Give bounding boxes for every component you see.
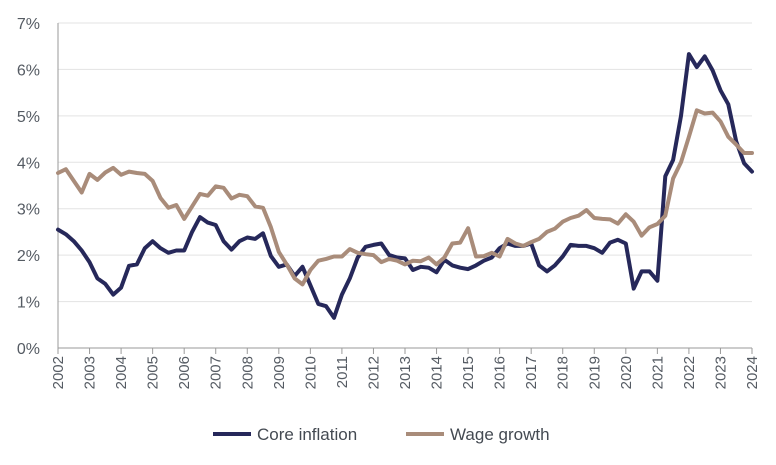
axes: 0% 1% 2% 3% 4% 5% 6% 7% 2002 2003 2004 2005 2006 2007… xyxy=(17,16,761,389)
x-tick-label: 2018 xyxy=(555,356,572,389)
gridlines xyxy=(58,22,752,303)
x-tick-label: 2002 xyxy=(50,356,67,389)
x-tick-label: 2014 xyxy=(429,356,446,389)
y-tick-label: 1% xyxy=(17,295,40,312)
x-tick-label: 2015 xyxy=(460,356,477,389)
x-tick-label: 2005 xyxy=(145,356,162,389)
x-tick-label: 2007 xyxy=(208,356,225,389)
y-tick-label: 3% xyxy=(17,202,40,219)
legend-label: Core inflation xyxy=(257,425,357,444)
x-tick-label: 2004 xyxy=(113,356,130,389)
x-tick-label: 2008 xyxy=(239,356,256,389)
x-tick-label: 2017 xyxy=(523,356,540,389)
x-tick-label: 2011 xyxy=(334,356,351,388)
y-tick-label: 6% xyxy=(17,62,40,79)
legend-label: Wage growth xyxy=(450,425,550,444)
legend: Core inflation Wage growth xyxy=(213,425,550,444)
y-tick-label: 7% xyxy=(17,16,40,33)
x-tick-label: 2013 xyxy=(397,356,414,389)
x-tick-label: 2021 xyxy=(649,356,666,389)
y-tick-label: 0% xyxy=(17,341,40,358)
x-tick-label: 2006 xyxy=(176,356,193,389)
x-tick-label: 2022 xyxy=(681,356,698,389)
x-tick-label: 2020 xyxy=(618,356,635,389)
series-line-wage-growth xyxy=(56,108,754,287)
x-tick-label: 2010 xyxy=(302,356,319,389)
x-tick-label: 2019 xyxy=(586,356,603,389)
x-tick-label: 2009 xyxy=(271,356,288,389)
series-line-core-inflation xyxy=(56,52,754,320)
x-tick-label: 2003 xyxy=(82,356,99,389)
series-lines xyxy=(56,52,754,320)
y-tick-label: 4% xyxy=(17,155,40,172)
x-tick-label: 2016 xyxy=(492,356,509,389)
x-tick-label: 2024 xyxy=(744,356,761,389)
x-tick-label: 2012 xyxy=(365,356,382,389)
y-tick-label: 5% xyxy=(17,109,40,126)
y-tick-label: 2% xyxy=(17,248,40,265)
x-tick-label: 2023 xyxy=(712,356,729,389)
